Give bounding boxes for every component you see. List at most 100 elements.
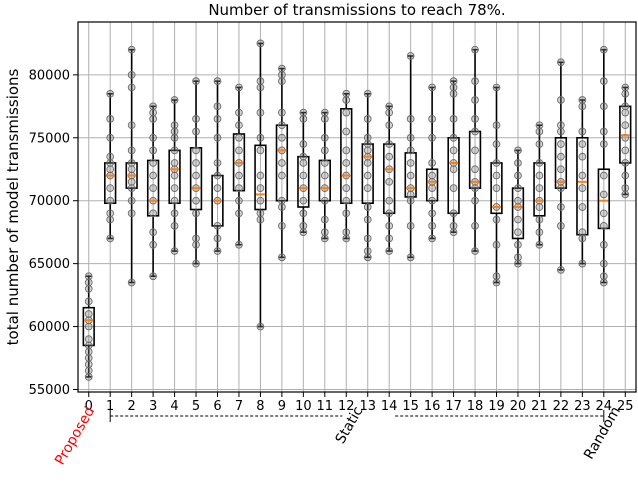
box-body	[383, 143, 396, 215]
data-point	[170, 121, 179, 130]
data-point	[363, 171, 372, 180]
box-body	[447, 136, 460, 215]
data-point	[599, 240, 608, 249]
data-point	[84, 360, 93, 369]
data-point	[514, 184, 522, 192]
data-point	[449, 133, 458, 142]
data-point	[363, 184, 372, 192]
data-point	[127, 196, 136, 205]
data-point	[84, 347, 93, 356]
box-6	[211, 77, 224, 255]
data-point	[449, 77, 458, 85]
data-point	[449, 89, 458, 98]
data-point	[342, 234, 351, 243]
data-point	[170, 184, 179, 192]
box-15	[404, 52, 417, 262]
data-point	[428, 133, 436, 142]
x-tick-label: 11	[317, 399, 334, 414]
data-point	[557, 222, 565, 230]
data-point	[535, 121, 544, 130]
box-body	[425, 168, 439, 202]
data-point	[621, 108, 630, 117]
data-point	[84, 278, 93, 287]
x-tick-label: 25	[617, 399, 634, 414]
data-point	[299, 171, 308, 180]
x-tick-label: 20	[510, 399, 527, 414]
data-point	[299, 140, 308, 148]
data-point	[84, 272, 93, 281]
data-point	[363, 146, 372, 155]
data-point	[256, 184, 265, 192]
data-point	[127, 83, 136, 92]
x-tick-label: 21	[531, 399, 548, 414]
data-point	[256, 209, 265, 218]
x-tick-label: 6	[213, 399, 221, 414]
data-point	[492, 215, 501, 224]
data-point	[299, 159, 308, 167]
data-point	[149, 133, 157, 142]
data-point	[256, 146, 265, 155]
data-point	[578, 228, 587, 237]
y-tick-label: 80000	[29, 68, 70, 83]
x-tick-label: 22	[553, 399, 570, 414]
data-point	[192, 77, 200, 85]
data-point	[363, 115, 372, 123]
data-point	[406, 171, 415, 180]
box-body	[468, 130, 482, 189]
data-point	[428, 115, 436, 123]
data-point	[192, 159, 200, 167]
data-point	[599, 259, 608, 268]
data-point	[557, 58, 565, 67]
data-point	[599, 171, 608, 180]
box-2	[125, 45, 138, 287]
box-body	[318, 159, 331, 202]
data-point	[278, 133, 286, 142]
x-tick-label: 16	[424, 399, 441, 414]
data-point	[256, 133, 265, 142]
data-point	[342, 96, 351, 104]
data-point	[514, 253, 522, 262]
data-point	[428, 209, 436, 218]
data-point	[599, 209, 608, 218]
box-body	[146, 159, 160, 217]
box-body	[168, 149, 181, 205]
data-point	[256, 39, 265, 48]
box-body	[275, 124, 289, 202]
data-point	[170, 146, 179, 155]
data-point	[299, 209, 308, 218]
y-tick-label: 65000	[29, 257, 70, 272]
data-point	[535, 184, 544, 192]
data-point	[621, 102, 630, 111]
data-point	[557, 152, 565, 161]
box-25	[619, 83, 632, 199]
data-point	[84, 373, 93, 381]
data-point	[557, 96, 565, 104]
data-point	[213, 247, 222, 255]
data-point	[106, 89, 115, 98]
data-point	[149, 115, 157, 123]
data-point	[428, 234, 436, 243]
data-point	[557, 203, 565, 211]
data-point	[320, 159, 329, 167]
data-point	[342, 127, 351, 136]
data-point	[278, 253, 286, 262]
data-point	[127, 121, 136, 130]
data-point	[342, 228, 351, 237]
data-point	[514, 240, 522, 249]
data-point	[514, 196, 522, 205]
data-point	[235, 121, 243, 130]
data-point	[84, 366, 93, 375]
data-point	[299, 152, 308, 161]
box-1	[104, 89, 117, 243]
data-point	[535, 140, 544, 148]
data-point	[342, 209, 351, 218]
box-7	[232, 83, 246, 249]
box-layer	[82, 39, 632, 381]
data-point	[471, 96, 479, 104]
x-tick-label: 3	[149, 399, 157, 414]
data-point	[342, 184, 351, 192]
data-point	[535, 240, 544, 249]
data-point	[278, 108, 286, 117]
data-point	[170, 133, 179, 142]
